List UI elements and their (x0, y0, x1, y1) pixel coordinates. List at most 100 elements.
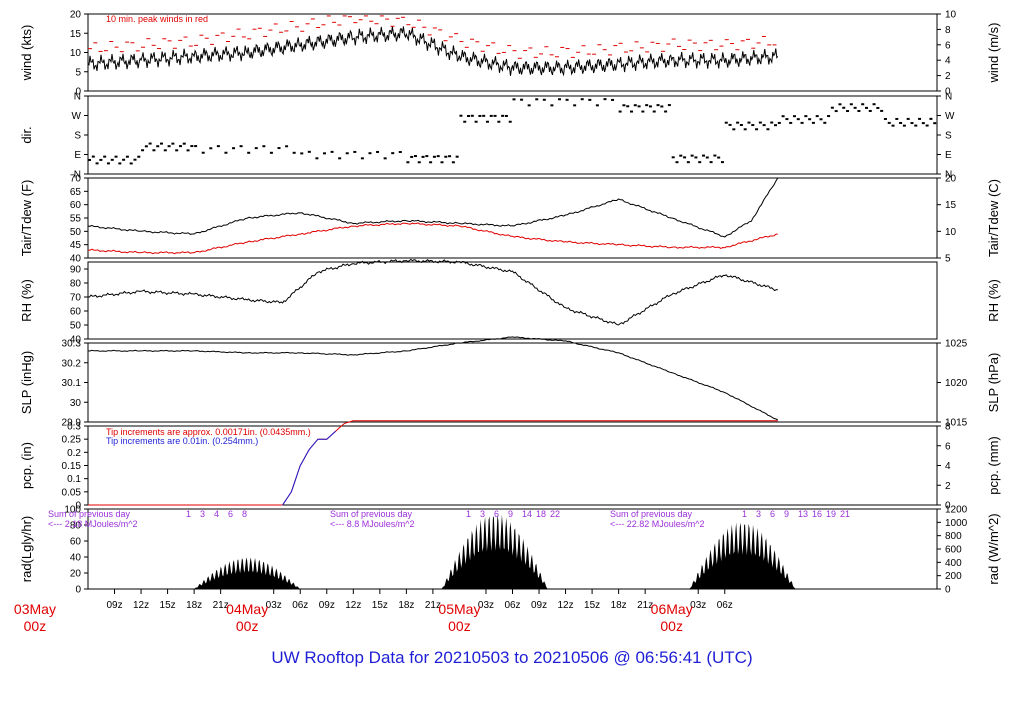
right-tick-label: 6 (945, 441, 951, 452)
right-tick-label: 1020 (945, 378, 968, 389)
y-axis-label-right: SLP (hPa) (986, 353, 1001, 413)
x-date-sub: 00z (236, 618, 259, 634)
left-tick-label: 70 (70, 174, 82, 185)
left-tick-label: 30.1 (62, 378, 82, 389)
left-tick-label: 20 (70, 569, 82, 580)
y-axis-label-left: RH (%) (19, 279, 34, 322)
x-date-sub: 00z (24, 618, 47, 634)
rad-sum-title: Sum of previous day (610, 509, 693, 519)
x-tick-label: 03z (266, 600, 282, 611)
rad-hour-mark: 1 (186, 509, 191, 519)
right-tick-label: N (945, 92, 952, 103)
left-tick-label: S (74, 131, 81, 142)
panel-frame-2 (87, 177, 938, 259)
y-axis-label-right: pcp. (mm) (986, 436, 1001, 495)
right-tick-label: 1200 (945, 505, 968, 516)
left-tick-label: 30.2 (62, 358, 82, 369)
x-date-label: 04May (226, 601, 268, 617)
left-tick-label: 30.3 (62, 339, 82, 350)
rad-hour-mark: 3 (756, 509, 761, 519)
right-tick-label: 800 (945, 531, 962, 542)
rad-hour-mark: 13 (798, 509, 808, 519)
x-tick-label: 09z (319, 600, 335, 611)
left-tick-label: 80 (70, 279, 82, 290)
right-tick-label: 8 (945, 422, 951, 433)
rad-hour-mark: 3 (480, 509, 485, 519)
x-tick-label: 12z (345, 600, 361, 611)
right-tick-label: 2 (945, 481, 951, 492)
right-tick-label: 20 (945, 174, 957, 185)
x-tick-label: 09z (531, 600, 547, 611)
right-tick-label: 600 (945, 545, 962, 556)
left-tick-label: 30 (70, 398, 82, 409)
left-tick-label: 0.2 (67, 448, 81, 459)
panel-frame-1 (87, 95, 938, 175)
y-axis-label-left: wind (kts) (19, 25, 34, 82)
right-tick-label: E (945, 150, 952, 161)
rad-hour-mark: 6 (228, 509, 233, 519)
pcp-annotation-approx: Tip increments are approx. 0.00171in. (0… (106, 427, 311, 437)
x-tick-label: 15z (372, 600, 388, 611)
rad-sum-title: Sum of previous day (48, 509, 131, 519)
rad-area-day-0 (194, 557, 301, 589)
right-tick-label: 400 (945, 558, 962, 569)
y-axis-label-right: wind (m/s) (986, 23, 1001, 84)
series-slp-line (87, 336, 779, 421)
right-tick-label: 5 (945, 254, 951, 265)
left-tick-label: 80 (70, 521, 82, 532)
rad-hour-mark: 1 (742, 509, 747, 519)
right-tick-label: 4 (945, 461, 951, 472)
series-tair-line (87, 177, 779, 238)
left-tick-label: 0.3 (67, 422, 81, 433)
left-tick-label: 0.1 (67, 474, 81, 485)
left-tick-label: 0.25 (62, 435, 82, 446)
left-tick-label: 90 (70, 265, 82, 276)
left-tick-label: 60 (70, 200, 82, 211)
right-tick-label: 4 (945, 56, 951, 67)
rad-area-day-2 (689, 522, 796, 589)
x-tick-label: 03z (690, 600, 706, 611)
x-tick-label: 12z (558, 600, 574, 611)
x-tick-label: 21z (213, 600, 229, 611)
y-axis-label-right: RH (%) (986, 279, 1001, 322)
rad-sum-title: Sum of previous day (330, 509, 413, 519)
left-tick-label: W (72, 111, 82, 122)
right-tick-label: 6 (945, 40, 951, 51)
x-tick-label: 09z (106, 600, 122, 611)
pcp-annotation-tip: Tip increments are 0.01in. (0.254mm.) (106, 436, 258, 446)
x-tick-label: 06z (717, 600, 733, 611)
left-tick-label: 70 (70, 293, 82, 304)
rad-area-day-1 (441, 514, 548, 589)
left-tick-label: 50 (70, 321, 82, 332)
rad-hour-mark: 22 (550, 509, 560, 519)
right-tick-label: 1025 (945, 339, 968, 350)
rad-sum-value: <--- 8.8 MJoules/m^2 (330, 519, 415, 529)
x-tick-label: 06z (504, 600, 520, 611)
x-date-label: 06May (651, 601, 693, 617)
left-tick-label: 50 (70, 227, 82, 238)
x-tick-label: 18z (398, 600, 414, 611)
right-tick-label: 10 (945, 227, 957, 238)
x-tick-label: 21z (425, 600, 441, 611)
panel-frame-3 (87, 261, 938, 340)
rad-hour-mark: 4 (214, 509, 219, 519)
left-tick-label: 60 (70, 307, 82, 318)
left-tick-label: 0.15 (62, 461, 82, 472)
right-tick-label: 10 (945, 10, 957, 21)
right-tick-label: 1000 (945, 518, 968, 529)
x-date-label: 03May (14, 601, 56, 617)
x-date-label: 05May (438, 601, 480, 617)
left-tick-label: 100 (64, 505, 81, 516)
panel-frame-4 (87, 342, 938, 423)
left-tick-label: 40 (70, 254, 82, 265)
x-tick-label: 12z (133, 600, 149, 611)
y-axis-label-left: dir. (19, 126, 34, 143)
right-tick-label: 8 (945, 25, 951, 36)
rad-hour-mark: 1 (466, 509, 471, 519)
rad-sum-value: <--- 2.18 MJoules/m^2 (48, 519, 138, 529)
left-tick-label: 20 (70, 10, 82, 21)
right-tick-label: S (945, 131, 952, 142)
right-tick-label: W (945, 111, 955, 122)
right-tick-label: 0 (945, 87, 951, 98)
